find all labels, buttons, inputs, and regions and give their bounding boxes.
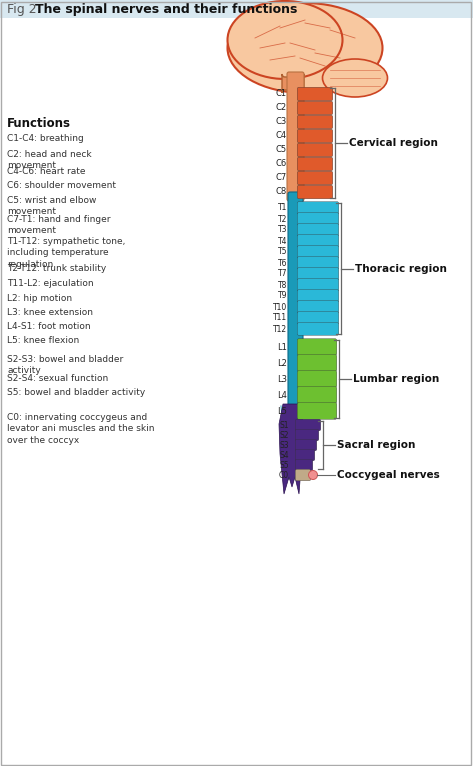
FancyBboxPatch shape: [297, 143, 333, 157]
FancyBboxPatch shape: [297, 157, 333, 171]
Text: C5: wrist and elbow
movement: C5: wrist and elbow movement: [7, 196, 96, 217]
FancyBboxPatch shape: [297, 224, 339, 236]
Text: C2: head and neck
movement: C2: head and neck movement: [7, 150, 92, 171]
Text: Fig 2.: Fig 2.: [7, 2, 44, 15]
Text: C6: C6: [276, 159, 287, 169]
Text: T6: T6: [278, 258, 287, 267]
Text: L5: L5: [277, 407, 287, 415]
Text: T2: T2: [278, 214, 287, 224]
FancyBboxPatch shape: [295, 419, 321, 430]
FancyBboxPatch shape: [295, 439, 317, 451]
Text: L2: hip motion: L2: hip motion: [7, 294, 72, 303]
FancyBboxPatch shape: [297, 234, 339, 247]
FancyBboxPatch shape: [297, 101, 333, 115]
Ellipse shape: [228, 1, 342, 79]
Text: S2-S4: sexual function: S2-S4: sexual function: [7, 374, 108, 383]
Text: S4: S4: [280, 450, 289, 460]
Circle shape: [308, 470, 317, 480]
FancyBboxPatch shape: [297, 213, 339, 225]
Text: T11: T11: [273, 313, 287, 322]
Text: Coccygeal nerves: Coccygeal nerves: [337, 470, 440, 480]
Text: T10: T10: [273, 303, 287, 312]
Bar: [0, 0, 473, 18]
FancyBboxPatch shape: [297, 387, 337, 404]
Text: Cervical region: Cervical region: [349, 138, 438, 148]
Text: Thoracic region: Thoracic region: [355, 264, 447, 273]
Ellipse shape: [323, 59, 387, 97]
Ellipse shape: [228, 3, 383, 93]
Text: C7: C7: [276, 174, 287, 182]
FancyBboxPatch shape: [295, 470, 311, 481]
Text: Functions: Functions: [7, 117, 71, 130]
FancyBboxPatch shape: [297, 301, 339, 313]
Text: T12: T12: [273, 325, 287, 333]
FancyBboxPatch shape: [297, 115, 333, 129]
Text: T3: T3: [278, 225, 287, 234]
Text: T2-T12: trunk stability: T2-T12: trunk stability: [7, 264, 106, 273]
Text: C2: C2: [276, 103, 287, 113]
Text: T5: T5: [278, 247, 287, 257]
Text: S2-S3: bowel and bladder
activity: S2-S3: bowel and bladder activity: [7, 355, 123, 375]
Text: S3: S3: [280, 440, 289, 450]
FancyBboxPatch shape: [297, 267, 339, 280]
FancyBboxPatch shape: [297, 185, 333, 199]
Text: S1: S1: [280, 421, 289, 430]
Text: C3: C3: [276, 117, 287, 126]
FancyBboxPatch shape: [297, 312, 339, 324]
Text: S2: S2: [280, 430, 289, 440]
FancyBboxPatch shape: [297, 371, 337, 388]
FancyBboxPatch shape: [287, 72, 304, 201]
Text: T1-T12: sympathetic tone,
including temperature
regulation: T1-T12: sympathetic tone, including temp…: [7, 237, 125, 269]
Text: S5: S5: [280, 460, 289, 470]
FancyBboxPatch shape: [295, 429, 319, 440]
FancyBboxPatch shape: [297, 355, 337, 372]
FancyBboxPatch shape: [282, 74, 304, 93]
Text: L1: L1: [277, 342, 287, 352]
Text: T11-L2: ejaculation: T11-L2: ejaculation: [7, 279, 94, 288]
Text: L4-S1: foot motion: L4-S1: foot motion: [7, 322, 91, 331]
Text: C6: shoulder movement: C6: shoulder movement: [7, 181, 116, 190]
Text: C0: innervating coccygeus and
levator ani muscles and the skin
over the coccyx: C0: innervating coccygeus and levator an…: [7, 413, 155, 445]
Text: Sacral region: Sacral region: [337, 440, 415, 450]
FancyBboxPatch shape: [297, 279, 339, 291]
Text: C4: C4: [276, 132, 287, 140]
Text: L3: knee extension: L3: knee extension: [7, 308, 93, 317]
Text: T4: T4: [278, 237, 287, 245]
FancyBboxPatch shape: [288, 192, 303, 408]
Text: L5: knee flexion: L5: knee flexion: [7, 336, 79, 345]
Text: T8: T8: [278, 280, 287, 290]
Text: T9: T9: [278, 292, 287, 300]
FancyBboxPatch shape: [297, 87, 333, 101]
Text: L4: L4: [277, 391, 287, 400]
Text: C4-C6: heart rate: C4-C6: heart rate: [7, 167, 86, 176]
FancyBboxPatch shape: [297, 201, 339, 214]
Text: S5: bowel and bladder activity: S5: bowel and bladder activity: [7, 388, 145, 397]
Text: T7: T7: [278, 270, 287, 279]
Text: C0: C0: [279, 470, 289, 480]
Text: C1-C4: breathing: C1-C4: breathing: [7, 134, 84, 143]
FancyBboxPatch shape: [297, 257, 339, 270]
Text: L3: L3: [277, 375, 287, 384]
Text: T1: T1: [278, 204, 287, 212]
FancyBboxPatch shape: [297, 246, 339, 258]
Text: L2: L2: [277, 358, 287, 368]
FancyBboxPatch shape: [297, 290, 339, 303]
FancyBboxPatch shape: [297, 171, 333, 185]
Text: Lumbar region: Lumbar region: [353, 374, 439, 384]
FancyBboxPatch shape: [297, 322, 339, 336]
FancyBboxPatch shape: [297, 403, 337, 419]
FancyBboxPatch shape: [297, 129, 333, 142]
FancyBboxPatch shape: [295, 459, 313, 471]
Text: C1: C1: [276, 90, 287, 99]
Text: C5: C5: [276, 146, 287, 155]
Text: The spinal nerves and their functions: The spinal nerves and their functions: [35, 2, 298, 15]
Polygon shape: [279, 404, 303, 494]
Text: C8: C8: [276, 188, 287, 197]
Text: C7-T1: hand and finger
movement: C7-T1: hand and finger movement: [7, 215, 111, 235]
FancyBboxPatch shape: [297, 339, 337, 355]
FancyBboxPatch shape: [295, 449, 315, 461]
